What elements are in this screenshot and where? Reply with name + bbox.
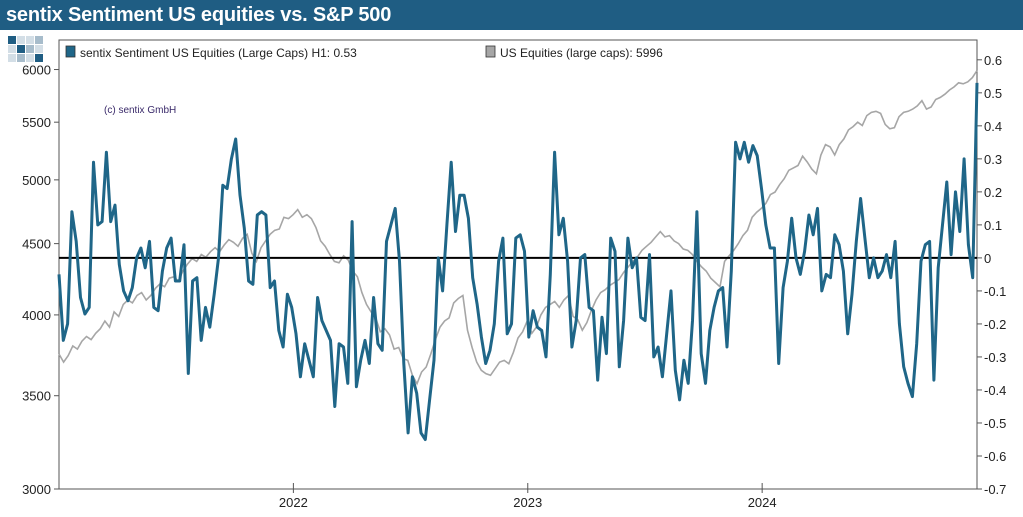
right-tick-label: 0.1 bbox=[984, 218, 1002, 233]
x-tick-label: 2024 bbox=[748, 495, 777, 510]
left-tick-label: 4000 bbox=[22, 308, 51, 323]
right-tick-label: 0.6 bbox=[984, 53, 1002, 68]
right-tick-label: 0.2 bbox=[984, 185, 1002, 200]
series-line-sp500 bbox=[58, 70, 978, 386]
left-tick-label: 4500 bbox=[22, 237, 51, 252]
left-tick-label: 3000 bbox=[22, 482, 51, 497]
legend-marker-sp500 bbox=[485, 45, 496, 58]
right-tick-label: 0.3 bbox=[984, 152, 1002, 167]
copyright-note: (c) sentix GmbH bbox=[104, 105, 176, 116]
right-tick-label: -0.5 bbox=[984, 416, 1006, 431]
legend-label-sentiment: sentix Sentiment US Equities (Large Caps… bbox=[80, 46, 357, 60]
left-tick-label: 3500 bbox=[22, 389, 51, 404]
legend: sentix Sentiment US Equities (Large Caps… bbox=[65, 45, 663, 60]
x-tick-label: 2023 bbox=[513, 495, 542, 510]
chart-title: sentix Sentiment US equities vs. S&P 500 bbox=[6, 4, 392, 26]
right-tick-label: 0 bbox=[984, 251, 991, 266]
right-tick-label: -0.4 bbox=[984, 383, 1006, 398]
right-tick-label: 0.4 bbox=[984, 119, 1002, 134]
right-tick-label: 0.5 bbox=[984, 86, 1002, 101]
legend-label-sp500: US Equities (large caps): 5996 bbox=[500, 46, 663, 60]
left-tick-label: 5000 bbox=[22, 173, 51, 188]
right-tick-label: -0.6 bbox=[984, 449, 1006, 464]
left-tick-label: 5500 bbox=[22, 115, 51, 130]
right-tick-label: -0.3 bbox=[984, 350, 1006, 365]
right-tick-label: -0.1 bbox=[984, 284, 1006, 299]
legend-marker-sentiment bbox=[65, 45, 76, 58]
title-bar: sentix Sentiment US equities vs. S&P 500 bbox=[0, 0, 1023, 30]
right-tick-label: -0.7 bbox=[984, 482, 1006, 497]
plot-frame bbox=[58, 39, 978, 490]
x-tick-label: 2022 bbox=[279, 495, 308, 510]
left-tick-label: 6000 bbox=[22, 63, 51, 78]
right-tick-label: -0.2 bbox=[984, 317, 1006, 332]
series-line-sentiment bbox=[57, 82, 979, 441]
